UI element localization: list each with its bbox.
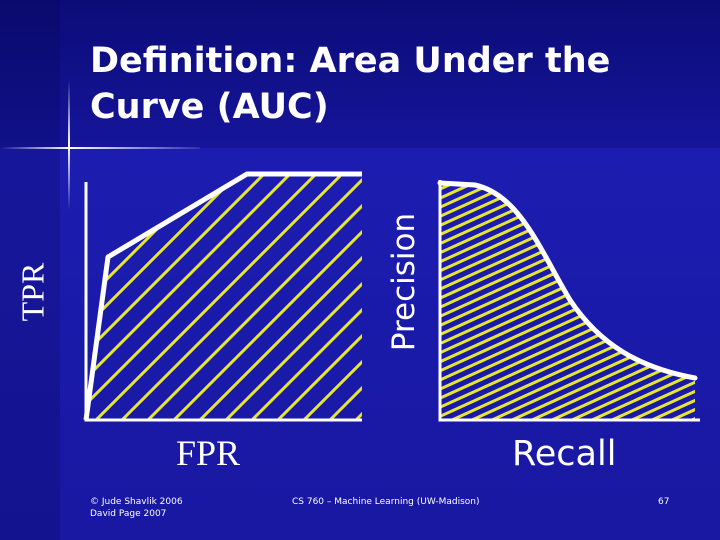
pr-hatch-line-38 — [670, 183, 695, 420]
pr-hatch-line-36 — [630, 183, 695, 420]
roc-y-axis-label: TPR — [14, 262, 51, 322]
roc-hatch-line-6 — [86, 174, 244, 420]
roc-hatch-line-8 — [86, 174, 296, 420]
pr-hatch-line-39 — [690, 183, 695, 420]
pr-hatch-line-32 — [550, 183, 695, 420]
roc-hatch-line-11 — [120, 174, 362, 420]
pr-hatch-line-33 — [570, 183, 695, 420]
slide-title-line-1: Definition: Area Under the — [90, 41, 611, 81]
pr-hatch-line-18 — [440, 183, 695, 420]
pr-hatch-line-19 — [440, 183, 695, 420]
roc-hatch-line-18 — [302, 174, 362, 420]
roc-hatch-line-17 — [276, 174, 362, 420]
pr-hatch-line-40 — [712, 180, 720, 420]
roc-curve — [83, 171, 362, 421]
roc-hatch-line-12 — [146, 174, 362, 420]
roc-hatch-line-13 — [172, 174, 362, 420]
footer-course: CS 760 – Machine Learning (UW-Madison) — [292, 497, 480, 507]
roc-hatch-line-15 — [224, 174, 362, 420]
slide-title-line-2: Curve (AUC) — [90, 87, 329, 127]
pr-hatch-line-8 — [440, 183, 602, 420]
roc-hatch-line-10 — [94, 174, 348, 420]
decorative-horizontal-line — [0, 147, 200, 149]
roc-hatch-line-9 — [86, 174, 322, 420]
pr-hatch-line-26 — [440, 183, 695, 420]
footer-copyright-line-2: David Page 2007 — [90, 509, 167, 519]
title-background — [0, 0, 720, 148]
left-decoration-strip — [0, 0, 60, 540]
footer-page-number: 67 — [658, 497, 670, 507]
pr-hatch-line-30 — [510, 183, 695, 420]
pr-hatch-line-6 — [440, 183, 562, 420]
pr-hatch-line-7 — [440, 183, 582, 420]
pr-curve — [437, 180, 698, 381]
pr-hatch-line-9 — [440, 183, 622, 420]
decorative-vertical-line — [68, 80, 70, 210]
pr-x-axis-label: Recall — [512, 434, 617, 474]
roc-hatch-line-14 — [198, 174, 362, 420]
pr-hatch-line-5 — [440, 183, 542, 420]
roc-hatch-line-7 — [86, 174, 270, 420]
pr-hatch-line-28 — [470, 183, 695, 420]
pr-axes — [438, 180, 700, 422]
pr-hatch-line-13 — [440, 183, 695, 420]
pr-hatch-line-14 — [440, 183, 695, 420]
pr-hatch-line-27 — [450, 183, 695, 420]
roc-x-axis-label: FPR — [176, 433, 241, 473]
pr-hatch-line-29 — [490, 183, 695, 420]
roc-hatch-line-16 — [250, 174, 362, 420]
pr-y-axis-label: Precision — [386, 212, 422, 352]
footer-copyright-line-1: © Jude Shavlik 2006 — [90, 497, 183, 507]
pr-hatch-line-37 — [650, 183, 695, 420]
pr-hatch-line-34 — [590, 183, 695, 420]
slide-title: Definition: Area Under the Curve (AUC) — [90, 38, 650, 130]
footer-copyright: © Jude Shavlik 2006 David Page 2007 — [90, 496, 183, 520]
pr-hatch-line-31 — [530, 183, 695, 420]
